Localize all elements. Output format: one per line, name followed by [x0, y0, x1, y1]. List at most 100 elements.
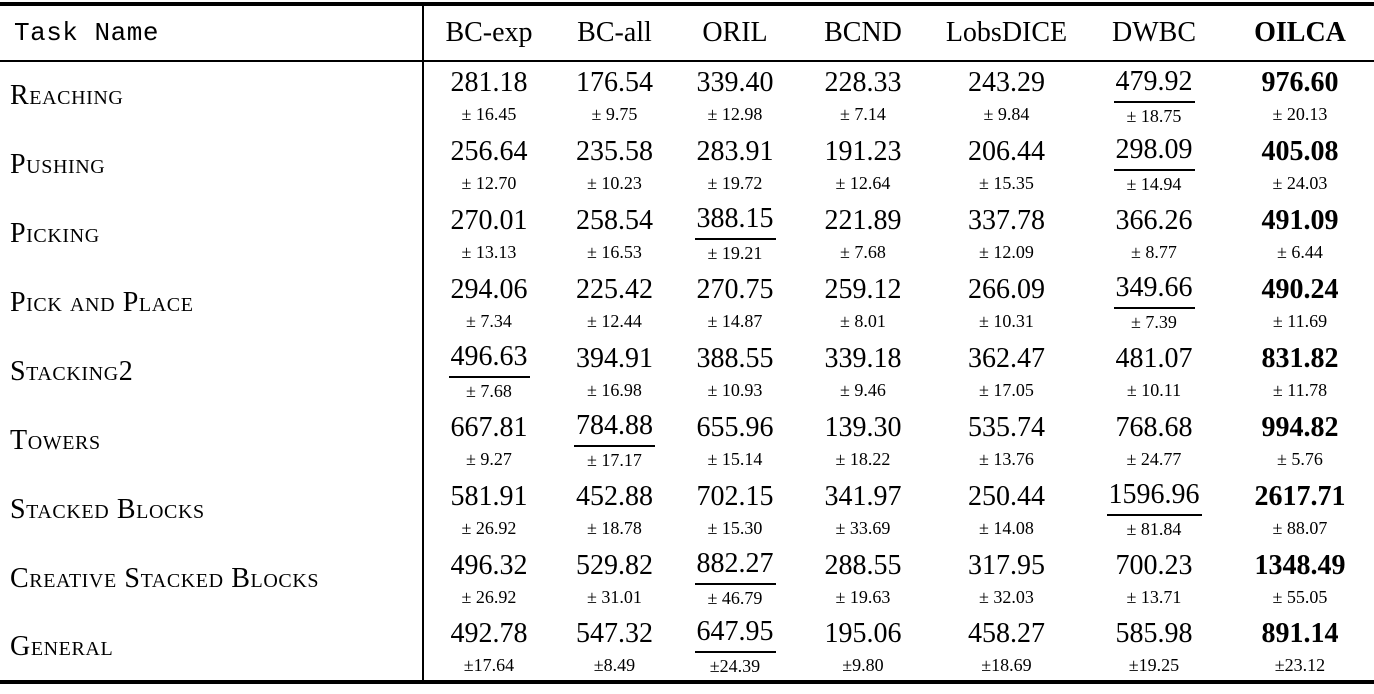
mean-value: 176.54 [576, 67, 653, 98]
mean-value: 394.91 [576, 342, 653, 374]
value-cell: 496.32 ± 26.92 [422, 544, 554, 613]
std-value: ± 7.68 [466, 381, 512, 401]
std-value: ± 17.17 [587, 450, 642, 470]
mean-value: 481.07 [1115, 342, 1193, 374]
mean-value: 535.74 [968, 411, 1045, 443]
std-value: ± 14.87 [707, 310, 763, 331]
mean-value: 492.78 [450, 617, 528, 649]
task-name-label: Creative Stacked Blocks [10, 562, 320, 594]
mean-value: 283.91 [696, 135, 774, 167]
mean-value: 2617.71 [1254, 480, 1346, 512]
task-name-cell: Stacking2 [0, 337, 423, 406]
std-value: ± 7.34 [466, 310, 512, 331]
mean-value: 976.60 [1261, 67, 1339, 98]
std-value: ±9.80 [842, 654, 884, 675]
method-header-bcnd: BCND [795, 4, 931, 62]
value-cell: 228.33 ± 7.14 [795, 61, 931, 130]
value-cell: 700.23 ± 13.71 [1082, 544, 1226, 613]
std-value: ± 46.79 [707, 588, 763, 608]
value-cell: 458.27 ±18.69 [931, 613, 1082, 682]
mean-value-line: 294.06 [424, 272, 554, 308]
task-name-label: General [10, 630, 114, 662]
header-row: Task Name BC-exp BC-all ORIL BCND LobsDI… [0, 4, 1374, 62]
mean-value-line: 339.18 [795, 341, 931, 377]
std-value: ± 10.11 [1126, 379, 1182, 400]
value-cell: 479.92 ± 18.75 [1082, 61, 1226, 130]
std-value: ± 9.75 [591, 104, 638, 124]
table-row: Creative Stacked Blocks 496.32 ± 26.92 5… [0, 544, 1374, 613]
mean-value: 339.18 [824, 342, 902, 374]
task-name-cell: Creative Stacked Blocks [0, 544, 423, 613]
mean-value: 405.08 [1261, 135, 1339, 167]
value-cell: 394.91 ± 16.98 [554, 337, 675, 406]
value-cell: 259.12 ± 8.01 [795, 268, 931, 337]
task-name-label: Stacking2 [10, 355, 134, 387]
value-cell: 529.82 ± 31.01 [554, 544, 675, 613]
mean-value-line: 535.74 [931, 410, 1082, 446]
mean-value-line: 337.78 [931, 203, 1082, 239]
std-value: ± 33.69 [835, 517, 891, 538]
value-cell: 225.42 ± 12.44 [554, 268, 675, 337]
value-cell: 250.44 ± 14.08 [931, 475, 1082, 544]
mean-value-line: 191.23 [795, 134, 931, 170]
value-cell: 655.96 ± 15.14 [675, 406, 795, 475]
mean-value-line: 655.96 [675, 410, 795, 446]
table-row: Reaching 281.18 ± 16.45 176.54 ± 9.75 33… [0, 61, 1374, 130]
mean-value: 270.75 [696, 273, 774, 305]
value-cell: 481.07 ± 10.11 [1082, 337, 1226, 406]
std-value: ± 7.39 [1131, 312, 1177, 332]
value-cell: 976.60 ± 20.13 [1226, 61, 1374, 130]
task-name-cell: Picking [0, 199, 423, 268]
mean-value: 298.09 [1113, 132, 1195, 171]
mean-value: 259.12 [824, 273, 902, 305]
mean-value-line: 647.95 [675, 614, 795, 653]
mean-value: 225.42 [576, 273, 653, 305]
value-cell: 176.54 ± 9.75 [554, 61, 675, 130]
std-value: ± 19.72 [707, 172, 763, 193]
table-body: Reaching 281.18 ± 16.45 176.54 ± 9.75 33… [0, 61, 1374, 682]
std-value: ± 7.68 [840, 241, 886, 262]
value-cell: 337.78 ± 12.09 [931, 199, 1082, 268]
value-cell: 581.91 ± 26.92 [422, 475, 554, 544]
value-cell: 270.01 ± 13.13 [422, 199, 554, 268]
std-value: ± 15.35 [979, 172, 1034, 193]
mean-value-line: 1348.49 [1226, 548, 1374, 584]
task-name-cell: Pick and Place [0, 268, 423, 337]
std-value: ± 13.76 [979, 448, 1034, 469]
mean-value: 221.89 [824, 204, 902, 236]
mean-value-line: 479.92 [1082, 64, 1226, 103]
value-cell: 256.64 ± 12.70 [422, 130, 554, 199]
mean-value-line: 243.29 [931, 65, 1082, 101]
mean-value: 250.44 [968, 480, 1045, 512]
value-cell: 191.23 ± 12.64 [795, 130, 931, 199]
value-cell: 491.09 ± 6.44 [1226, 199, 1374, 268]
value-cell: 1596.96 ± 81.84 [1082, 475, 1226, 544]
mean-value-line: 259.12 [795, 272, 931, 308]
mean-value-line: 492.78 [424, 616, 554, 652]
task-name-cell: Reaching [0, 61, 423, 130]
std-value: ± 10.31 [979, 310, 1034, 331]
value-cell: 647.95 ±24.39 [675, 613, 795, 682]
value-cell: 585.98 ±19.25 [1082, 613, 1226, 682]
std-value: ±19.25 [1128, 654, 1180, 675]
value-cell: 206.44 ± 15.35 [931, 130, 1082, 199]
value-cell: 2617.71 ± 88.07 [1226, 475, 1374, 544]
std-value: ± 26.92 [461, 517, 517, 538]
mean-value-line: 831.82 [1226, 341, 1374, 377]
mean-value: 547.32 [576, 617, 653, 649]
value-cell: 243.29 ± 9.84 [931, 61, 1082, 130]
value-cell: 362.47 ± 17.05 [931, 337, 1082, 406]
mean-value-line: 349.66 [1082, 270, 1226, 309]
std-value: ± 12.44 [587, 310, 642, 331]
mean-value-line: 667.81 [424, 410, 554, 446]
std-value: ± 55.05 [1272, 586, 1328, 607]
mean-value: 195.06 [824, 617, 902, 649]
method-header-oilca: OILCA [1226, 4, 1374, 62]
std-value: ±17.64 [463, 654, 515, 675]
value-cell: 547.32 ±8.49 [554, 613, 675, 682]
value-cell: 388.55 ± 10.93 [675, 337, 795, 406]
value-cell: 1348.49 ± 55.05 [1226, 544, 1374, 613]
mean-value: 337.78 [968, 204, 1045, 236]
